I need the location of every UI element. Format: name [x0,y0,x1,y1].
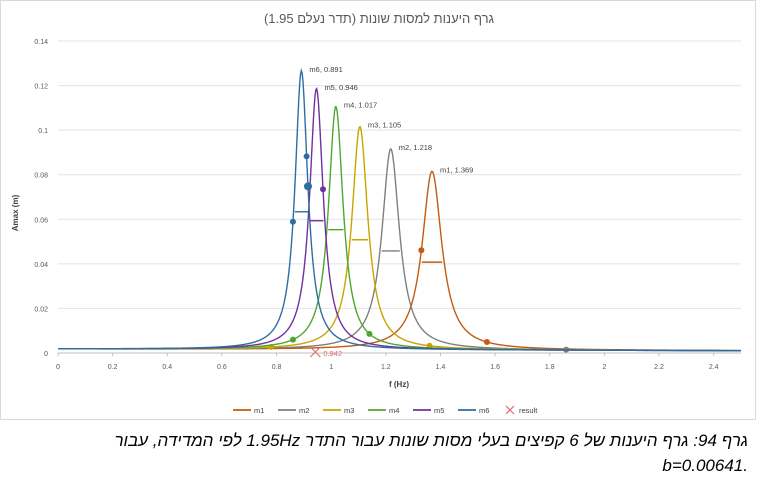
peak-label-m2: m2, 1.218 [399,143,432,152]
figure-caption: גרף 94: גרף היענות של 6 קפיצים בעלי מסות… [20,428,748,478]
y-tick-label: 0.12 [34,84,48,91]
x-tick-label: 2.2 [654,364,664,371]
marker-m6 [289,218,296,225]
x-tick-label: 2.4 [709,364,719,371]
x-tick-label: 1.2 [381,364,391,371]
legend-swatch-result-b [505,405,515,415]
y-tick-label: 0.08 [34,173,48,180]
peak-label-m5: m5, 0.946 [324,83,357,92]
y-tick-label: 0.14 [34,39,48,46]
peak-label-m4: m4, 1.017 [344,101,377,110]
x-tick-label: 0.6 [217,364,227,371]
series-layer [58,67,742,358]
x-tick-label: 0.4 [162,364,172,371]
label-layer: m1, 1.369 m2, 1.218 m3, 1.105 m4, 1.017 m5, … [309,65,473,358]
chart-svg: גרף היענות למסות שונות (תדר נעלם 1.95) 0… [11,11,742,415]
legend-label-m5: m5 [434,406,444,415]
result-marker-b [309,346,321,358]
x-tick-label: 1.4 [436,364,446,371]
grid-layer [58,40,741,354]
marker-large-m6 [303,182,312,191]
axis-layer: 0 0.02 0.04 0.06 0.08 0.1 0.12 0.14 0 0.2 0.4 0.6 0.… [34,39,718,371]
y-tick-label: 0.02 [34,306,48,313]
series-line-m2 [58,147,742,352]
marker-m6 [303,153,310,160]
y-axis-label: Amax (m) [11,194,20,231]
legend-label-m1: m1 [254,406,264,415]
caption-line-2: .b=0.00641 [662,456,748,475]
result-label: 0.942 [323,349,342,358]
y-tick-label: 0 [44,351,48,358]
peak-label-m6: m6, 0.891 [309,65,342,74]
chart-frame: גרף היענות למסות שונות (תדר נעלם 1.95) 0… [0,0,756,420]
y-tick-label: 0.06 [34,217,48,224]
legend-label-m3: m3 [344,406,354,415]
series-line-m1 [58,170,742,352]
marker-m1 [483,339,490,346]
chart-title: גרף היענות למסות שונות (תדר נעלם 1.95) [264,11,495,26]
x-tick-label: 2 [602,364,606,371]
x-tick-label: 1.6 [490,364,500,371]
x-axis-label: f (Hz) [389,380,409,389]
legend-label-m2: m2 [299,406,309,415]
x-tick-label: 1.8 [545,364,555,371]
series-line-m6 [58,67,742,352]
legend: m1 m2 m3 m4 m5 m6 result [233,405,538,415]
marker-m5 [320,186,327,193]
legend-label-m6: m6 [479,406,489,415]
series-line-m3 [58,125,741,352]
peak-label-m3: m3, 1.105 [368,121,401,130]
x-tick-label: 0.2 [108,364,118,371]
marker-m4 [289,336,296,343]
marker-m4 [366,330,373,337]
y-tick-label: 0.1 [38,128,48,135]
legend-label-m4: m4 [389,406,399,415]
caption-line-1: גרף 94: גרף היענות של 6 קפיצים בעלי מסות… [114,431,748,450]
x-tick-label: 0.8 [272,364,282,371]
x-tick-label: 0 [56,364,60,371]
peak-label-m1: m1, 1.369 [440,165,473,174]
y-tick-label: 0.04 [34,262,48,269]
x-tick-label: 1 [329,364,333,371]
marker-m1 [418,247,425,254]
legend-label-result: result [519,406,538,415]
